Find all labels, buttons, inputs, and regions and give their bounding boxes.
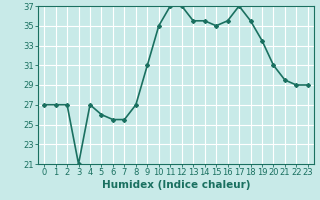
X-axis label: Humidex (Indice chaleur): Humidex (Indice chaleur): [102, 180, 250, 190]
